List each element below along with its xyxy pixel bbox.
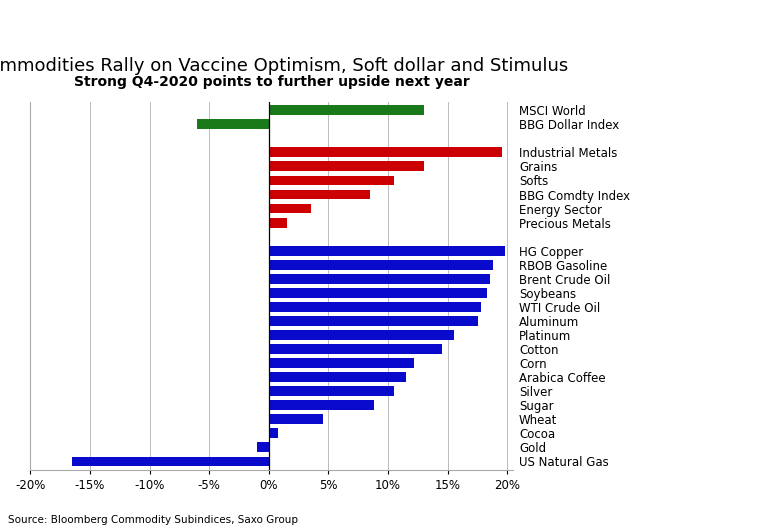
Bar (197, 119, 269, 129)
Bar (269, 260, 493, 270)
Bar (269, 105, 424, 115)
Bar (269, 414, 323, 424)
Bar (269, 386, 394, 396)
Bar (269, 246, 505, 256)
Bar (257, 442, 269, 452)
Bar (269, 302, 482, 312)
Text: Strong Q4-2020 points to further upside next year: Strong Q4-2020 points to further upside … (74, 74, 470, 89)
Bar (269, 204, 310, 213)
Bar (269, 316, 478, 326)
Bar (269, 288, 487, 298)
Bar (269, 372, 406, 382)
Bar (269, 190, 370, 200)
Bar (269, 330, 454, 340)
Bar (269, 218, 286, 228)
Bar (269, 344, 442, 354)
Bar (269, 147, 502, 157)
Bar (269, 428, 278, 438)
Bar (269, 400, 374, 410)
Bar (269, 162, 424, 171)
Bar (269, 358, 415, 368)
Bar (269, 175, 394, 185)
Text: Source: Bloomberg Commodity Subindices, Saxo Group: Source: Bloomberg Commodity Subindices, … (8, 515, 298, 525)
Bar (269, 274, 489, 284)
Bar (72, 457, 269, 466)
Title: Commodities Rally on Vaccine Optimism, Soft dollar and Stimulus: Commodities Rally on Vaccine Optimism, S… (0, 57, 568, 75)
